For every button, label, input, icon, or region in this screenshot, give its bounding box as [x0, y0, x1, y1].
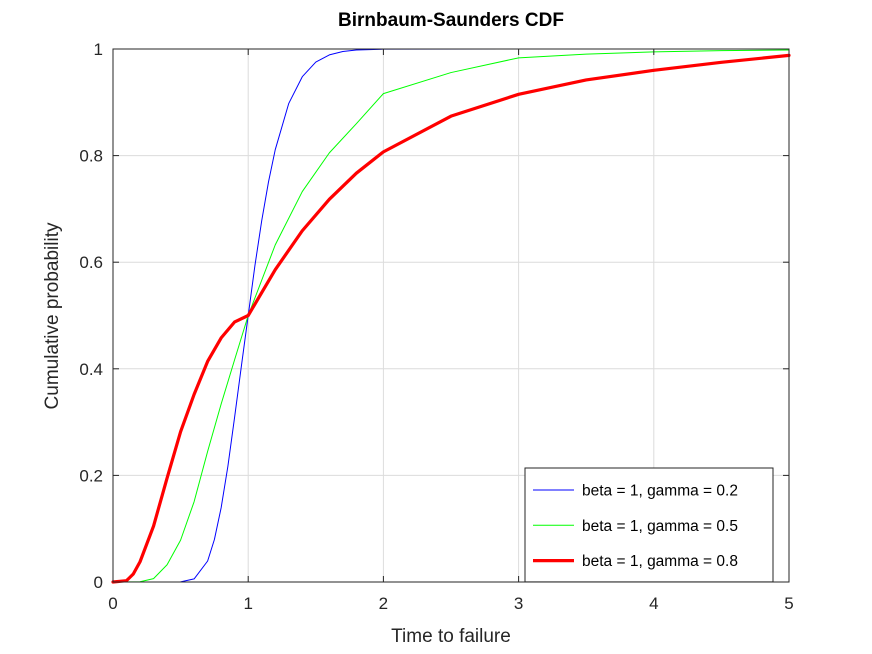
- legend: beta = 1, gamma = 0.2 beta = 1, gamma = 0…: [524, 467, 774, 583]
- x-tick-label: 4: [649, 594, 658, 613]
- y-tick-label: 0.2: [79, 466, 103, 485]
- x-tick-label: 1: [243, 594, 252, 613]
- y-axis-label: Cumulative probability: [42, 222, 63, 409]
- x-tick-label: 2: [379, 594, 388, 613]
- series-line-gamma-0-8: [111, 53, 791, 584]
- series-line-gamma-0-2: [112, 48, 637, 583]
- axes-box: [112, 48, 790, 583]
- chart-title: Birnbaum-Saunders CDF: [338, 10, 564, 31]
- x-tick-label: 3: [514, 594, 523, 613]
- y-tick-label: 0.4: [79, 360, 103, 379]
- series-line-gamma-0-5: [112, 49, 790, 583]
- series-layer: [111, 48, 791, 584]
- y-tick-labels: 0 0.2 0.4 0.6 0.8 1: [79, 40, 103, 592]
- y-tick-label: 1: [94, 40, 103, 59]
- x-tick-label: 0: [108, 594, 117, 613]
- legend-label: beta = 1, gamma = 0.5: [582, 518, 738, 535]
- y-tick-label: 0.6: [79, 253, 103, 272]
- legend-label: beta = 1, gamma = 0.8: [582, 553, 738, 570]
- legend-label: beta = 1, gamma = 0.2: [582, 483, 738, 500]
- x-tick-label: 5: [784, 594, 793, 613]
- x-tick-labels: 0 1 2 3 4 5: [108, 594, 793, 613]
- y-tick-label: 0.8: [79, 147, 103, 166]
- y-tick-label: 0: [94, 573, 103, 592]
- x-axis-label: Time to failure: [391, 626, 511, 647]
- ticks: [112, 48, 790, 583]
